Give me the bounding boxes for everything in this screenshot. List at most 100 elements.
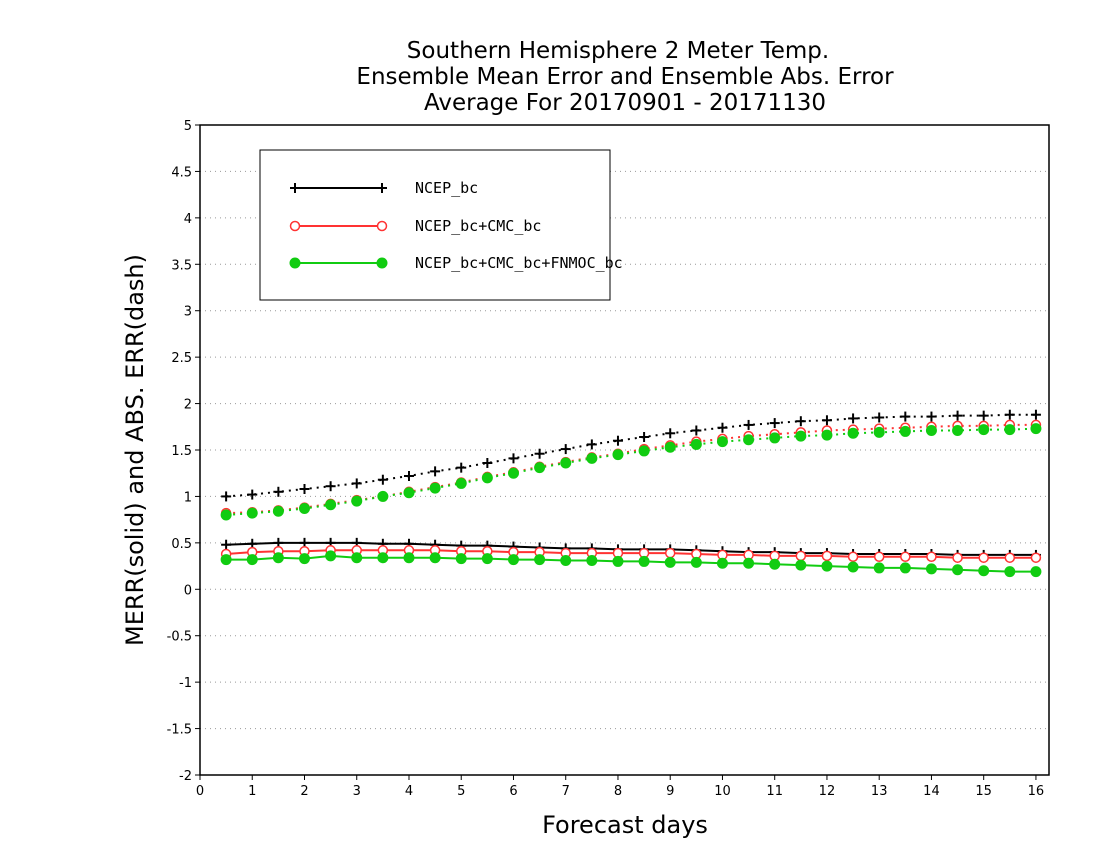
y-tick-label: -1.5 (167, 723, 192, 738)
abs-err-point (952, 425, 964, 436)
x-tick-label: 2 (300, 784, 308, 799)
x-tick-label: 14 (923, 784, 940, 799)
abs-err-point (821, 429, 833, 441)
legend-marker (377, 183, 387, 193)
merr-point (978, 552, 989, 563)
merr-point (952, 564, 964, 576)
abs-err-point (482, 458, 493, 468)
legend-marker (289, 220, 301, 232)
abs-err-point (325, 481, 336, 492)
merr-point (507, 554, 519, 566)
y-tick-label: 2 (184, 398, 192, 413)
abs-err-point (716, 436, 728, 448)
legend: NCEP_bc NCEP_bc+CMC_bc NCEP_bc+CMC_bc+FNMO… (259, 149, 623, 301)
abs-err-point (873, 426, 885, 438)
abs-err-point (534, 448, 545, 459)
merr-point (795, 550, 807, 562)
abs-err-point (639, 432, 650, 442)
abs-err-point (665, 428, 676, 439)
abs-err-point (743, 419, 754, 430)
abs-err-point (612, 435, 623, 446)
merr-point (664, 556, 676, 568)
x-tick-label: 6 (509, 784, 517, 799)
merr-point (769, 558, 781, 570)
abs-err-point (769, 418, 780, 429)
merr-point (429, 552, 441, 564)
legend-label: NCEP_bc+CMC_bc+FNMOC_bc (415, 254, 623, 272)
abs-err-point (560, 457, 572, 469)
abs-err-point (325, 499, 337, 511)
chart-title-line-2: Ensemble Mean Error and Ensemble Abs. Er… (356, 64, 894, 90)
abs-err-point (429, 482, 441, 494)
legend-marker (289, 257, 301, 269)
plot-frame (199, 124, 1050, 776)
merr-point (952, 552, 963, 563)
x-tick-label: 3 (353, 784, 361, 799)
y-tick-label: -1 (179, 676, 192, 691)
abs-err-point (351, 495, 363, 507)
merr-point (690, 556, 702, 568)
abs-err-point (848, 413, 859, 424)
abs-err-point (978, 424, 990, 436)
merr-point (1030, 552, 1042, 563)
x-tick-label: 4 (405, 784, 413, 799)
abs-err-point (507, 467, 519, 479)
merr-point (351, 552, 363, 564)
merr-point (481, 553, 493, 565)
merr-point (925, 563, 937, 575)
abs-err-point (299, 484, 310, 494)
merr-point (377, 552, 389, 564)
merr-point (534, 554, 546, 566)
y-axis-label: MERR(solid) and ABS. ERR(dash) (121, 254, 149, 646)
y-tick-label: -0.5 (167, 630, 192, 645)
abs-err-point (638, 445, 650, 457)
abs-err-point (351, 478, 362, 489)
abs-err-line (226, 423, 1036, 515)
merr-point (560, 555, 572, 566)
abs-err-point (247, 489, 258, 500)
abs-err-point (403, 471, 414, 481)
merr-point (612, 555, 624, 567)
series-layer (220, 409, 1042, 578)
merr-point (795, 559, 807, 571)
y-tick-label: 1 (184, 490, 192, 505)
y-tick-label: -2 (179, 769, 192, 784)
merr-point (1004, 566, 1016, 578)
x-tick-label: 13 (871, 784, 888, 799)
merr-point (743, 557, 755, 569)
merr-point (873, 551, 885, 563)
abs-err-point (456, 462, 467, 473)
abs-err-point (952, 410, 963, 421)
x-tick-label: 1 (248, 784, 256, 799)
merr-point (221, 539, 232, 550)
chart-title-line-3: Average For 20170901 - 20171130 (424, 90, 826, 116)
abs-err-point (978, 410, 989, 421)
abs-err-point (377, 474, 388, 485)
abs-err-point (612, 449, 624, 461)
abs-err-point (743, 434, 755, 446)
abs-err-point (899, 425, 911, 437)
abs-err-point (1030, 409, 1041, 420)
abs-err-point (220, 509, 232, 521)
x-tick-label: 0 (196, 784, 204, 799)
y-tick-label: 0.5 (171, 537, 192, 552)
abs-err-point (586, 452, 598, 464)
merr-point (272, 552, 284, 564)
y-tick-label: 3 (184, 305, 192, 320)
merr-point (899, 562, 911, 574)
x-tick-label: 12 (819, 784, 836, 799)
legend-entries: NCEP_bc NCEP_bc+CMC_bc NCEP_bc+CMC_bc+FNMO… (289, 179, 623, 272)
merr-point (325, 550, 337, 562)
abs-err-point (690, 438, 702, 450)
merr-point (246, 554, 258, 566)
abs-err-point (272, 505, 284, 517)
x-tick-label: 8 (614, 784, 622, 799)
abs-err-point (455, 477, 467, 489)
y-tick-label: 4.5 (171, 165, 192, 180)
merr-point (900, 551, 911, 563)
x-tick-label: 9 (666, 784, 674, 799)
abs-err-point (430, 466, 441, 477)
abs-err-point (1030, 423, 1042, 435)
legend-label: NCEP_bc+CMC_bc (415, 217, 541, 235)
